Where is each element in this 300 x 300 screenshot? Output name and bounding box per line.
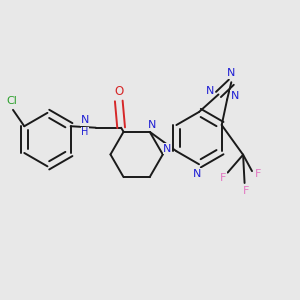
Text: O: O <box>115 85 124 98</box>
Text: N: N <box>148 120 156 130</box>
Text: N: N <box>231 91 239 101</box>
Text: H: H <box>81 127 88 137</box>
Text: N: N <box>206 86 214 96</box>
Text: F: F <box>220 173 226 183</box>
Text: F: F <box>255 169 262 179</box>
Text: N: N <box>163 144 172 154</box>
Text: N: N <box>194 169 202 179</box>
Text: F: F <box>243 186 249 196</box>
Text: N: N <box>227 68 236 78</box>
Text: Cl: Cl <box>6 96 17 106</box>
Text: N: N <box>81 116 89 125</box>
